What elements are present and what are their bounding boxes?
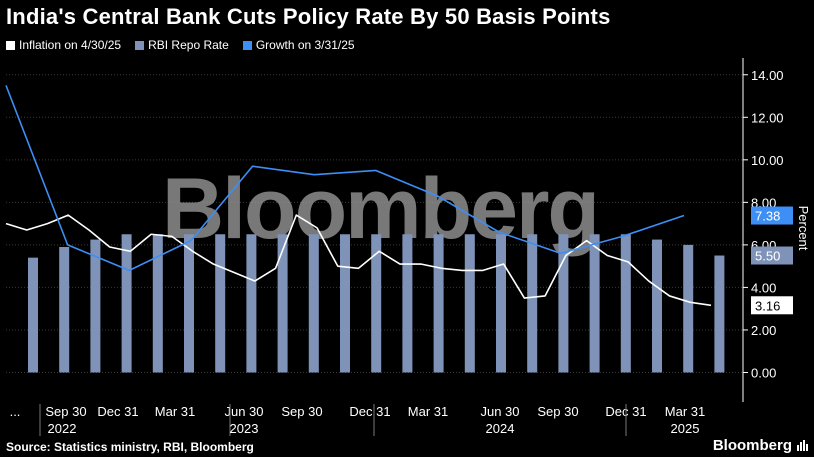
inflation-end-label-box [751,296,793,315]
repo-rate-bar [558,234,569,373]
growth-line [5,85,685,272]
x-tick-label: Jun 30 [480,404,519,419]
y-tick-label: 4.00 [751,280,776,295]
legend-label-growth: Growth on 3/31/25 [255,38,355,52]
legend-label-inflation: Inflation on 4/30/25 [19,38,122,52]
y-tick-label: 12.00 [751,110,784,125]
repo-end-label: 5.50 [755,249,780,264]
repo-end-label-box [751,246,793,265]
legend-swatch-repo [135,40,145,50]
inflation-line [5,214,712,307]
x-tick-label: ... [10,404,21,419]
x-year-label: 2023 [230,421,259,436]
legend-label-repo: RBI Repo Rate [148,38,229,52]
y-tick-label: 2.00 [751,323,776,338]
x-tick-label: Dec 31 [97,404,138,419]
x-year-label: 2022 [48,421,77,436]
repo-rate-bars [28,234,725,373]
legend-item-inflation: Inflation on 4/30/25 [6,38,121,52]
repo-rate-bar [527,234,538,373]
growth-end-label-box [751,206,793,225]
bar-chart-icon [797,440,808,451]
repo-rate-bar [496,234,506,373]
repo-rate-bar [308,234,319,373]
repo-rate-bar [246,234,257,373]
y-tick-label: 0.00 [751,365,776,380]
repo-rate-bar [121,234,132,373]
end-labels: 7.38 5.50 3.16 [751,206,793,315]
repo-rate-bar [589,234,600,373]
x-tick-label: Mar 31 [408,404,448,419]
repo-rate-bar [215,234,226,373]
y-tick-label: 14.00 [751,68,784,83]
repo-rate-bar [402,234,413,373]
y-tick-label: 10.00 [751,153,784,168]
x-tick-label: Sep 30 [45,404,86,419]
x-tick-label: Dec 31 [349,404,390,419]
repo-rate-bar [683,244,694,373]
x-tick-label: Sep 30 [537,404,578,419]
repo-rate-bar [184,234,194,373]
x-year-label: 2025 [671,421,700,436]
repo-rate-bar [28,257,38,373]
repo-rate-bar [714,255,725,373]
repo-rate-bar [652,239,662,373]
legend-swatch-growth [242,40,252,50]
repo-rate-bar [152,234,163,373]
growth-end-label: 7.38 [755,209,780,224]
brand-logo-text: Bloomberg [712,437,792,454]
repo-rate-bar [433,234,444,373]
legend-item-repo: RBI Repo Rate [135,38,229,52]
legend: Inflation on 4/30/25 RBI Repo Rate Growt… [6,38,355,52]
x-tick-label: Jun 30 [224,404,263,419]
x-tick-label: Mar 31 [155,404,195,419]
x-year-label: 2024 [486,421,515,436]
legend-swatch-inflation [6,40,15,50]
repo-rate-bar [340,234,350,373]
series-lines [5,85,712,307]
chart-title: India's Central Bank Cuts Policy Rate By… [6,4,611,29]
repo-rate-bar [59,247,70,373]
x-tick-label: Mar 31 [665,404,705,419]
repo-rate-bar [620,234,631,373]
repo-rate-bar [371,234,382,373]
repo-rate-bar [277,234,288,373]
inflation-end-label: 3.16 [755,298,780,313]
legend-item-growth: Growth on 3/31/25 [242,38,355,52]
repo-rate-bar [464,234,475,373]
x-tick-label: Sep 30 [281,404,322,419]
y-axis-label: Percent [796,206,811,251]
source-note: Source: Statistics ministry, RBI, Bloomb… [6,440,254,454]
repo-rate-bar [90,239,101,373]
